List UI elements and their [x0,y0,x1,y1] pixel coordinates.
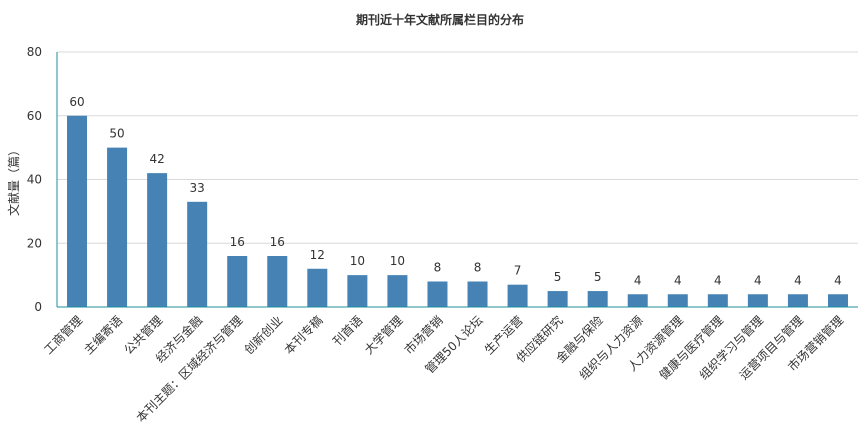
bar [107,147,128,307]
y-tick-label: 0 [34,300,42,314]
y-tick-label: 60 [27,109,42,123]
bar [827,294,848,307]
data-label: 16 [270,235,285,249]
data-label: 4 [714,273,722,287]
data-label: 5 [594,270,602,284]
data-label: 5 [554,270,562,284]
bars [67,115,848,307]
data-label: 8 [434,261,442,275]
data-label: 16 [230,235,245,249]
y-axis-label: 文献量（篇） [6,144,21,216]
bar [467,281,488,307]
bar [387,275,408,307]
bar [707,294,728,307]
y-tick-label: 80 [27,45,42,59]
bar [427,281,448,307]
bar [627,294,648,307]
bar [787,294,808,307]
bar [347,275,368,307]
bar [227,256,248,307]
x-tick-label: 本刊专稿 [281,313,326,358]
bar [67,115,88,307]
data-label: 4 [794,273,802,287]
bar [507,284,528,307]
data-label: 10 [350,254,365,268]
x-tick-label: 刊首语 [330,313,365,348]
y-tick-label: 20 [27,236,42,250]
y-axis-ticks: 0 20 40 60 80 [27,45,42,314]
bar [187,201,208,307]
chart-title: 期刊近十年文献所属栏目的分布 [356,12,524,27]
data-label: 4 [754,273,762,287]
data-label: 50 [109,127,124,141]
data-label: 42 [149,152,164,166]
gridlines [57,51,858,244]
data-label: 10 [390,254,405,268]
data-label: 8 [474,261,482,275]
x-tick-label: 创新创业 [241,313,286,358]
data-label: 7 [514,264,522,278]
bar [587,291,608,307]
y-tick-label: 40 [27,173,42,187]
bar [267,256,288,307]
data-label: 4 [674,273,682,287]
data-labels: 60 50 42 33 16 16 12 10 10 8 8 7 5 5 4 4 4 4 4 4 [69,95,841,288]
bar [667,294,688,307]
x-tick-label: 主编寄语 [81,313,126,358]
data-label: 4 [634,273,642,287]
bar [147,173,168,307]
x-tick-label: 大学管理 [361,313,406,358]
bar [307,268,328,307]
data-label: 12 [310,248,325,262]
bar [747,294,768,307]
x-tick-label: 工商管理 [41,313,86,358]
data-label: 33 [190,181,205,195]
bar [547,291,568,307]
data-label: 60 [69,95,84,109]
data-label: 4 [834,273,842,287]
